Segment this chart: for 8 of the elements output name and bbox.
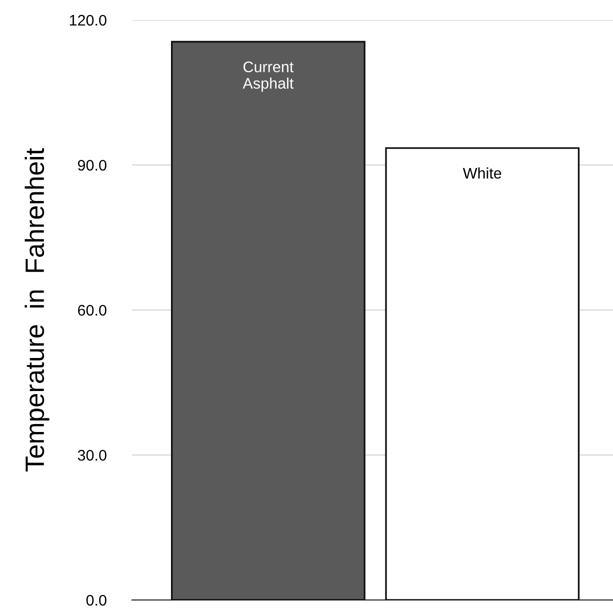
y-tick-label: 30.0: [78, 450, 106, 461]
y-axis-title: Temperature in Fahrenheit: [24, 148, 50, 472]
y-tick-label: 90.0: [78, 160, 106, 171]
x-tick-label: White: [462, 167, 502, 179]
y-tick-label: 120.0: [70, 14, 106, 26]
y-tick-label: 0.0: [86, 594, 106, 606]
x-tick-label: Current Asphalt: [242, 61, 294, 92]
y-tick-label: 60.0: [78, 304, 106, 316]
